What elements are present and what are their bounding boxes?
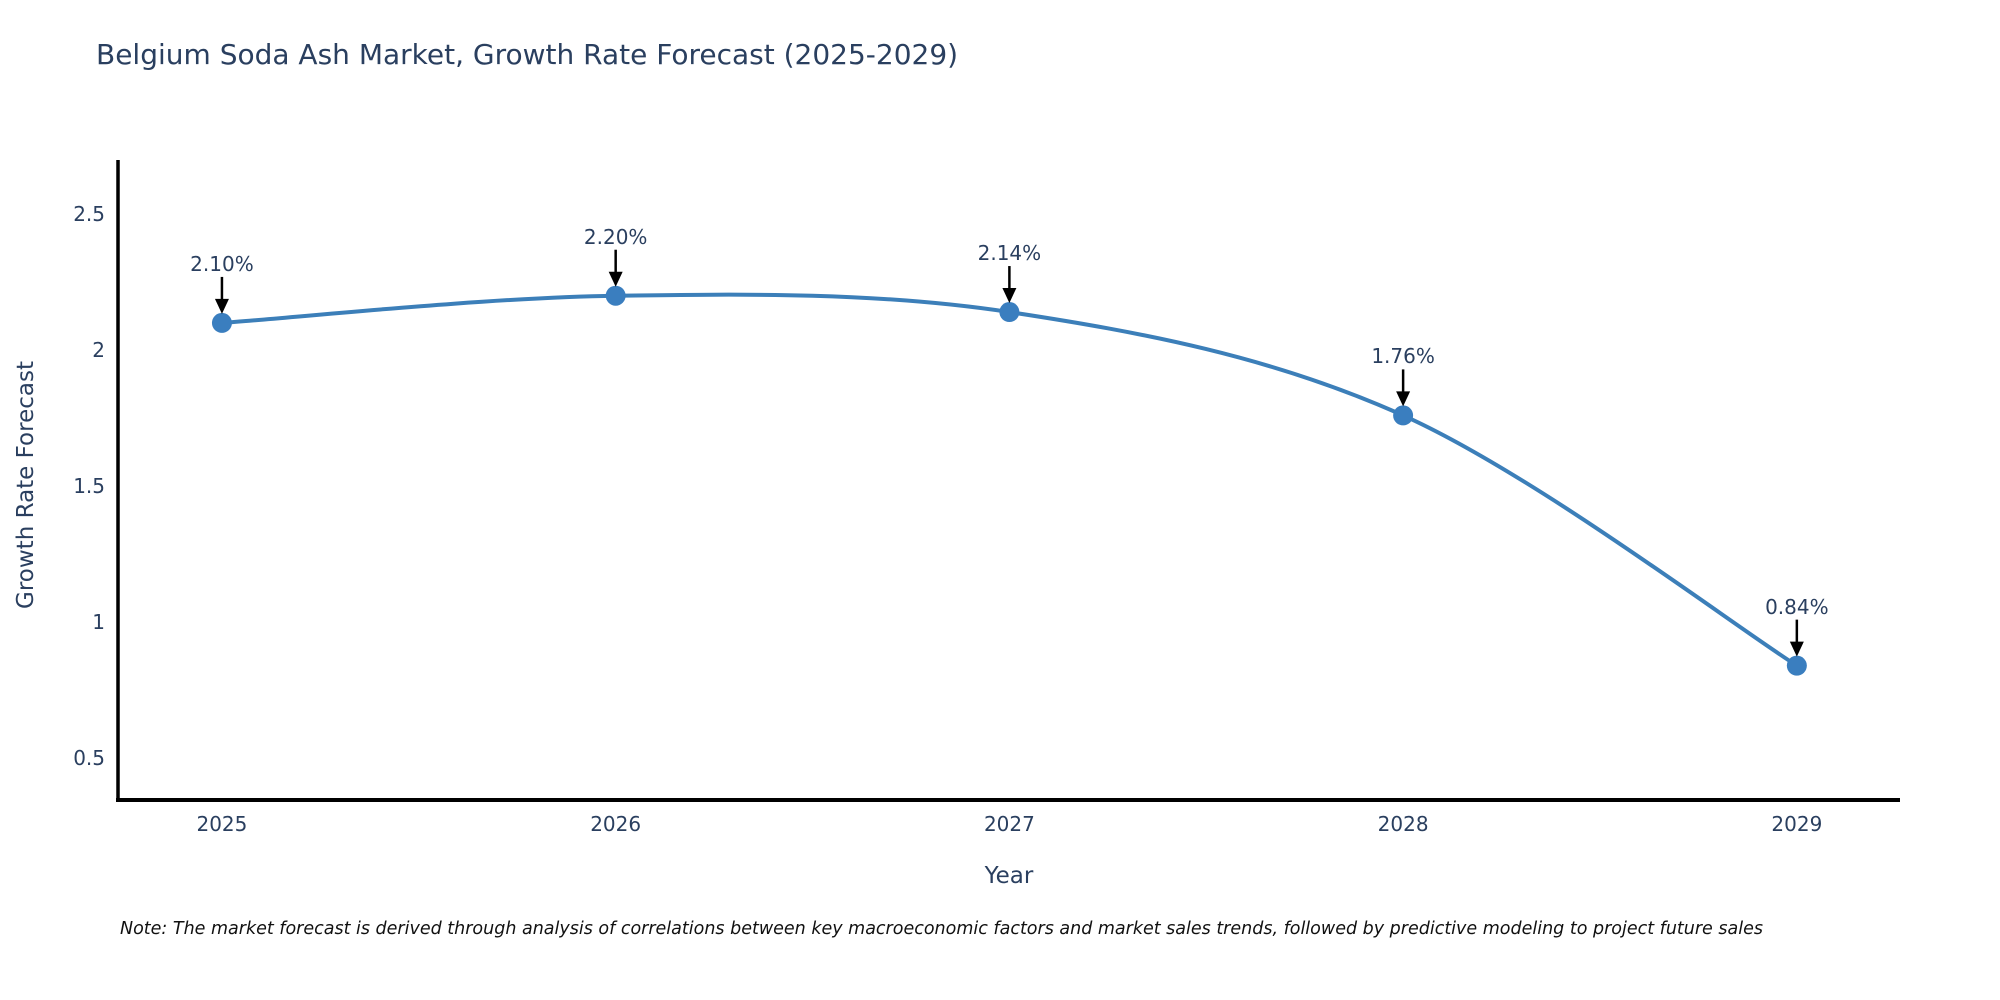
- point-value-label: 2.20%: [583, 224, 648, 249]
- annotation-arrow-head: [608, 271, 623, 287]
- point-value-label: 2.10%: [190, 251, 254, 276]
- x-tick-label: 2025: [196, 812, 248, 836]
- x-tick-label: 2026: [590, 812, 642, 836]
- data-point-marker: [1393, 405, 1414, 426]
- x-tick-label: 2028: [1377, 812, 1429, 836]
- y-tick-label: 1.5: [73, 474, 105, 499]
- data-point-marker: [605, 285, 626, 306]
- x-tick-label: 2029: [1771, 812, 1823, 836]
- data-point-marker: [211, 312, 232, 333]
- trend-line: [221, 292, 1798, 668]
- annotation-arrow-head: [1789, 641, 1804, 657]
- annotation-arrow-head: [1002, 288, 1017, 304]
- data-point-marker: [1786, 655, 1807, 676]
- y-tick-label: 0.5: [73, 746, 105, 771]
- x-axis-title: Year: [984, 863, 1034, 889]
- footnote: Note: The market forecast is derived thr…: [120, 919, 1763, 939]
- data-point-marker: [999, 302, 1020, 323]
- point-value-label: 0.84%: [1765, 594, 1829, 619]
- y-tick-label: 2: [92, 338, 105, 363]
- y-tick-label: 1: [92, 610, 105, 635]
- point-value-label: 2.14%: [977, 241, 1042, 266]
- annotation-arrow-head: [214, 298, 229, 314]
- x-tick-label: 2027: [983, 812, 1035, 836]
- point-value-label: 1.76%: [1371, 344, 1435, 369]
- y-axis-title: Growth Rate Forecast: [13, 361, 39, 609]
- chart-title: Belgium Soda Ash Market, Growth Rate For…: [96, 38, 959, 71]
- y-tick-label: 2.5: [73, 202, 105, 227]
- annotation-arrow-head: [1396, 391, 1411, 407]
